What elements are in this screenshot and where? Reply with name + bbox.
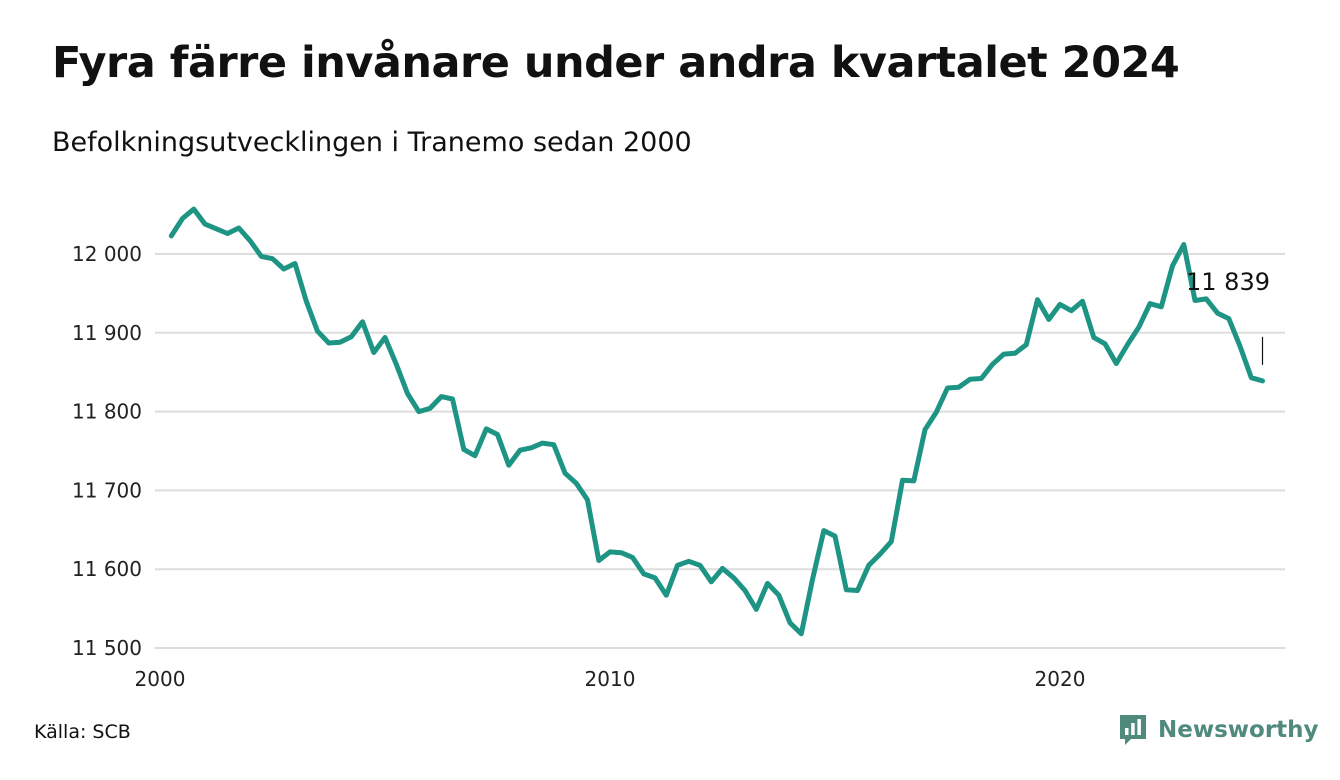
brand-name: Newsworthy [1158, 717, 1319, 743]
chart-subtitle: Befolkningsutvecklingen i Tranemo sedan … [52, 127, 692, 158]
y-axis-tick-labels: 12 000 11 900 11 800 11 700 11 600 11 500 [72, 242, 142, 660]
grid-lines [155, 253, 1285, 649]
annotation-label: 11 839 [1186, 268, 1270, 296]
y-tick-label: 11 600 [72, 557, 142, 581]
source-label: Källa: SCB [34, 721, 131, 743]
chat-chart-icon [1120, 715, 1146, 745]
annotation-layer: 11 839 [1186, 268, 1270, 365]
y-tick-label: 11 900 [72, 321, 142, 345]
newsworthy-logo[interactable]: Newsworthy [1118, 713, 1319, 747]
y-tick-label: 11 800 [72, 400, 142, 424]
chart-title: Fyra färre invånare under andra kvartale… [52, 38, 1180, 88]
series-layer [168, 206, 1265, 637]
x-tick-label: 2020 [1035, 667, 1086, 691]
y-tick-label: 11 700 [72, 478, 142, 502]
x-tick-label: 2010 [585, 667, 636, 691]
x-axis-tick-labels: 2000 2010 2020 [135, 667, 1086, 691]
series-line [168, 206, 1265, 637]
y-tick-label: 11 500 [72, 636, 142, 660]
x-tick-label: 2000 [135, 667, 186, 691]
y-tick-label: 12 000 [72, 242, 142, 266]
